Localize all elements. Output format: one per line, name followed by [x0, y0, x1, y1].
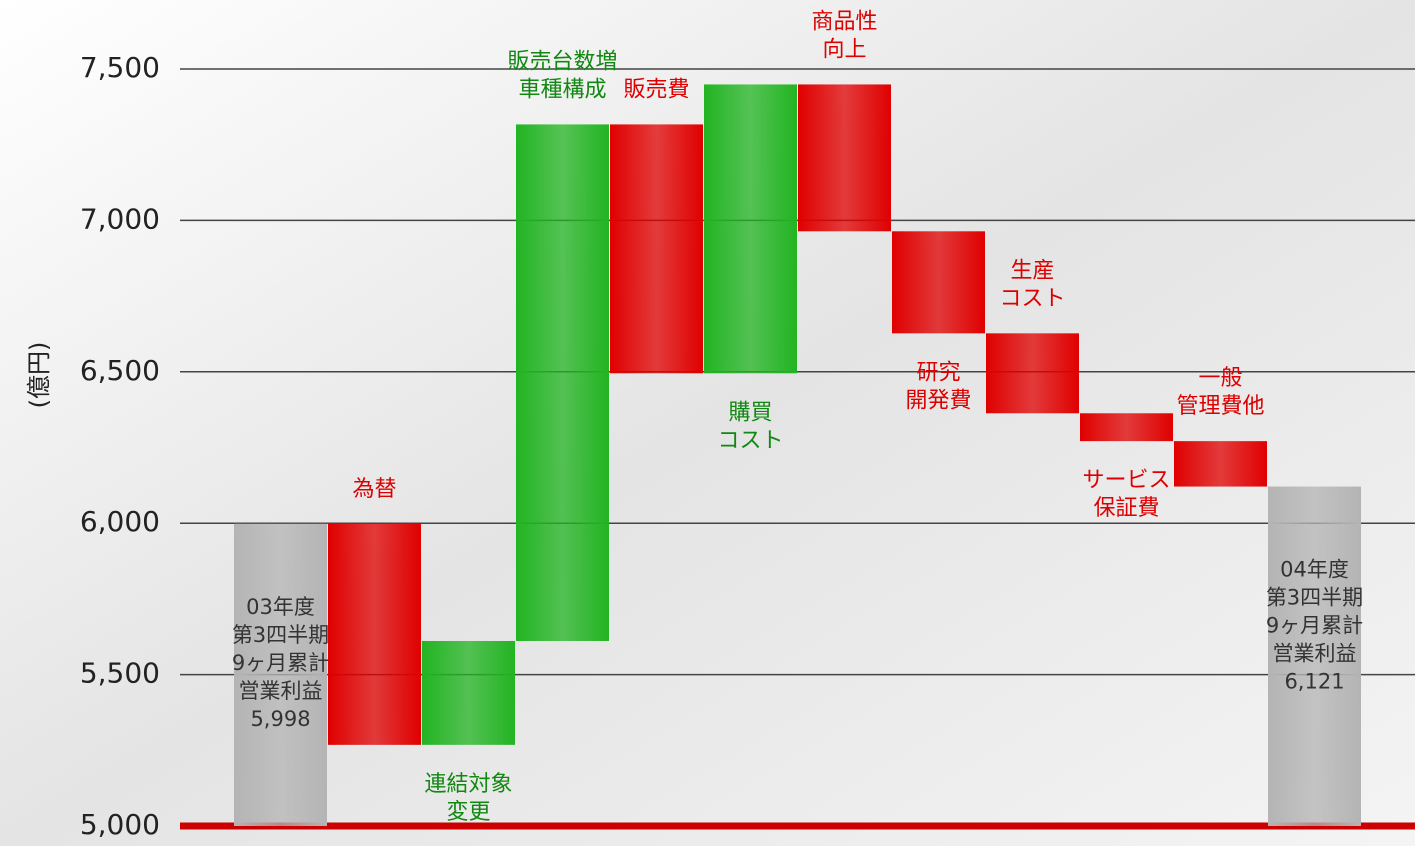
category-label: コスト	[717, 428, 783, 453]
category-label: 第3四半期	[232, 623, 329, 647]
y-tick-label: 7,500	[80, 51, 160, 84]
category-label: 商品性	[811, 9, 877, 34]
category-label: 為替	[352, 477, 396, 502]
category-label: 営業利益	[239, 679, 323, 703]
bar	[798, 84, 891, 232]
category-label: 連結対象	[424, 772, 512, 797]
value-label: 6,121	[1284, 670, 1344, 694]
category-label: 販売費	[623, 77, 689, 102]
category-label: 9ヶ月累計	[1266, 614, 1363, 638]
category-label: サービス	[1082, 468, 1170, 493]
bar	[1174, 441, 1267, 487]
category-label: 購買	[728, 400, 772, 425]
y-tick-label: 7,000	[80, 202, 160, 235]
category-label: 一般	[1198, 366, 1242, 391]
bar	[986, 333, 1079, 414]
y-tick-label: 6,000	[80, 505, 160, 538]
bar	[704, 84, 797, 374]
bar	[1268, 486, 1361, 826]
category-label: 変更	[446, 800, 490, 825]
category-label: 向上	[822, 37, 866, 62]
bar	[516, 124, 609, 641]
bar	[422, 640, 515, 745]
y-tick-label: 5,000	[80, 808, 160, 841]
category-label: 管理費他	[1176, 394, 1264, 419]
bar	[892, 231, 985, 334]
value-label: 5,998	[250, 707, 310, 731]
y-tick-label: 5,500	[80, 657, 160, 690]
category-label: 販売台数増	[507, 49, 617, 74]
category-label: コスト	[999, 286, 1065, 311]
category-label: 営業利益	[1273, 642, 1357, 666]
bar	[610, 124, 703, 374]
category-label: 03年度	[246, 595, 315, 619]
category-label: 生産	[1010, 258, 1054, 283]
category-label: 保証費	[1093, 496, 1159, 521]
bar	[234, 523, 327, 826]
category-label: 車種構成	[518, 77, 606, 102]
category-label: 9ヶ月累計	[232, 651, 329, 675]
category-label: 開発費	[905, 388, 971, 413]
category-label: 第3四半期	[1266, 586, 1363, 610]
y-tick-label: 6,500	[80, 354, 160, 387]
category-label: 04年度	[1280, 558, 1349, 582]
y-axis-label: (億円)	[25, 342, 53, 409]
bar	[1080, 413, 1173, 442]
category-label: 研究	[916, 360, 960, 385]
bar	[328, 523, 421, 745]
